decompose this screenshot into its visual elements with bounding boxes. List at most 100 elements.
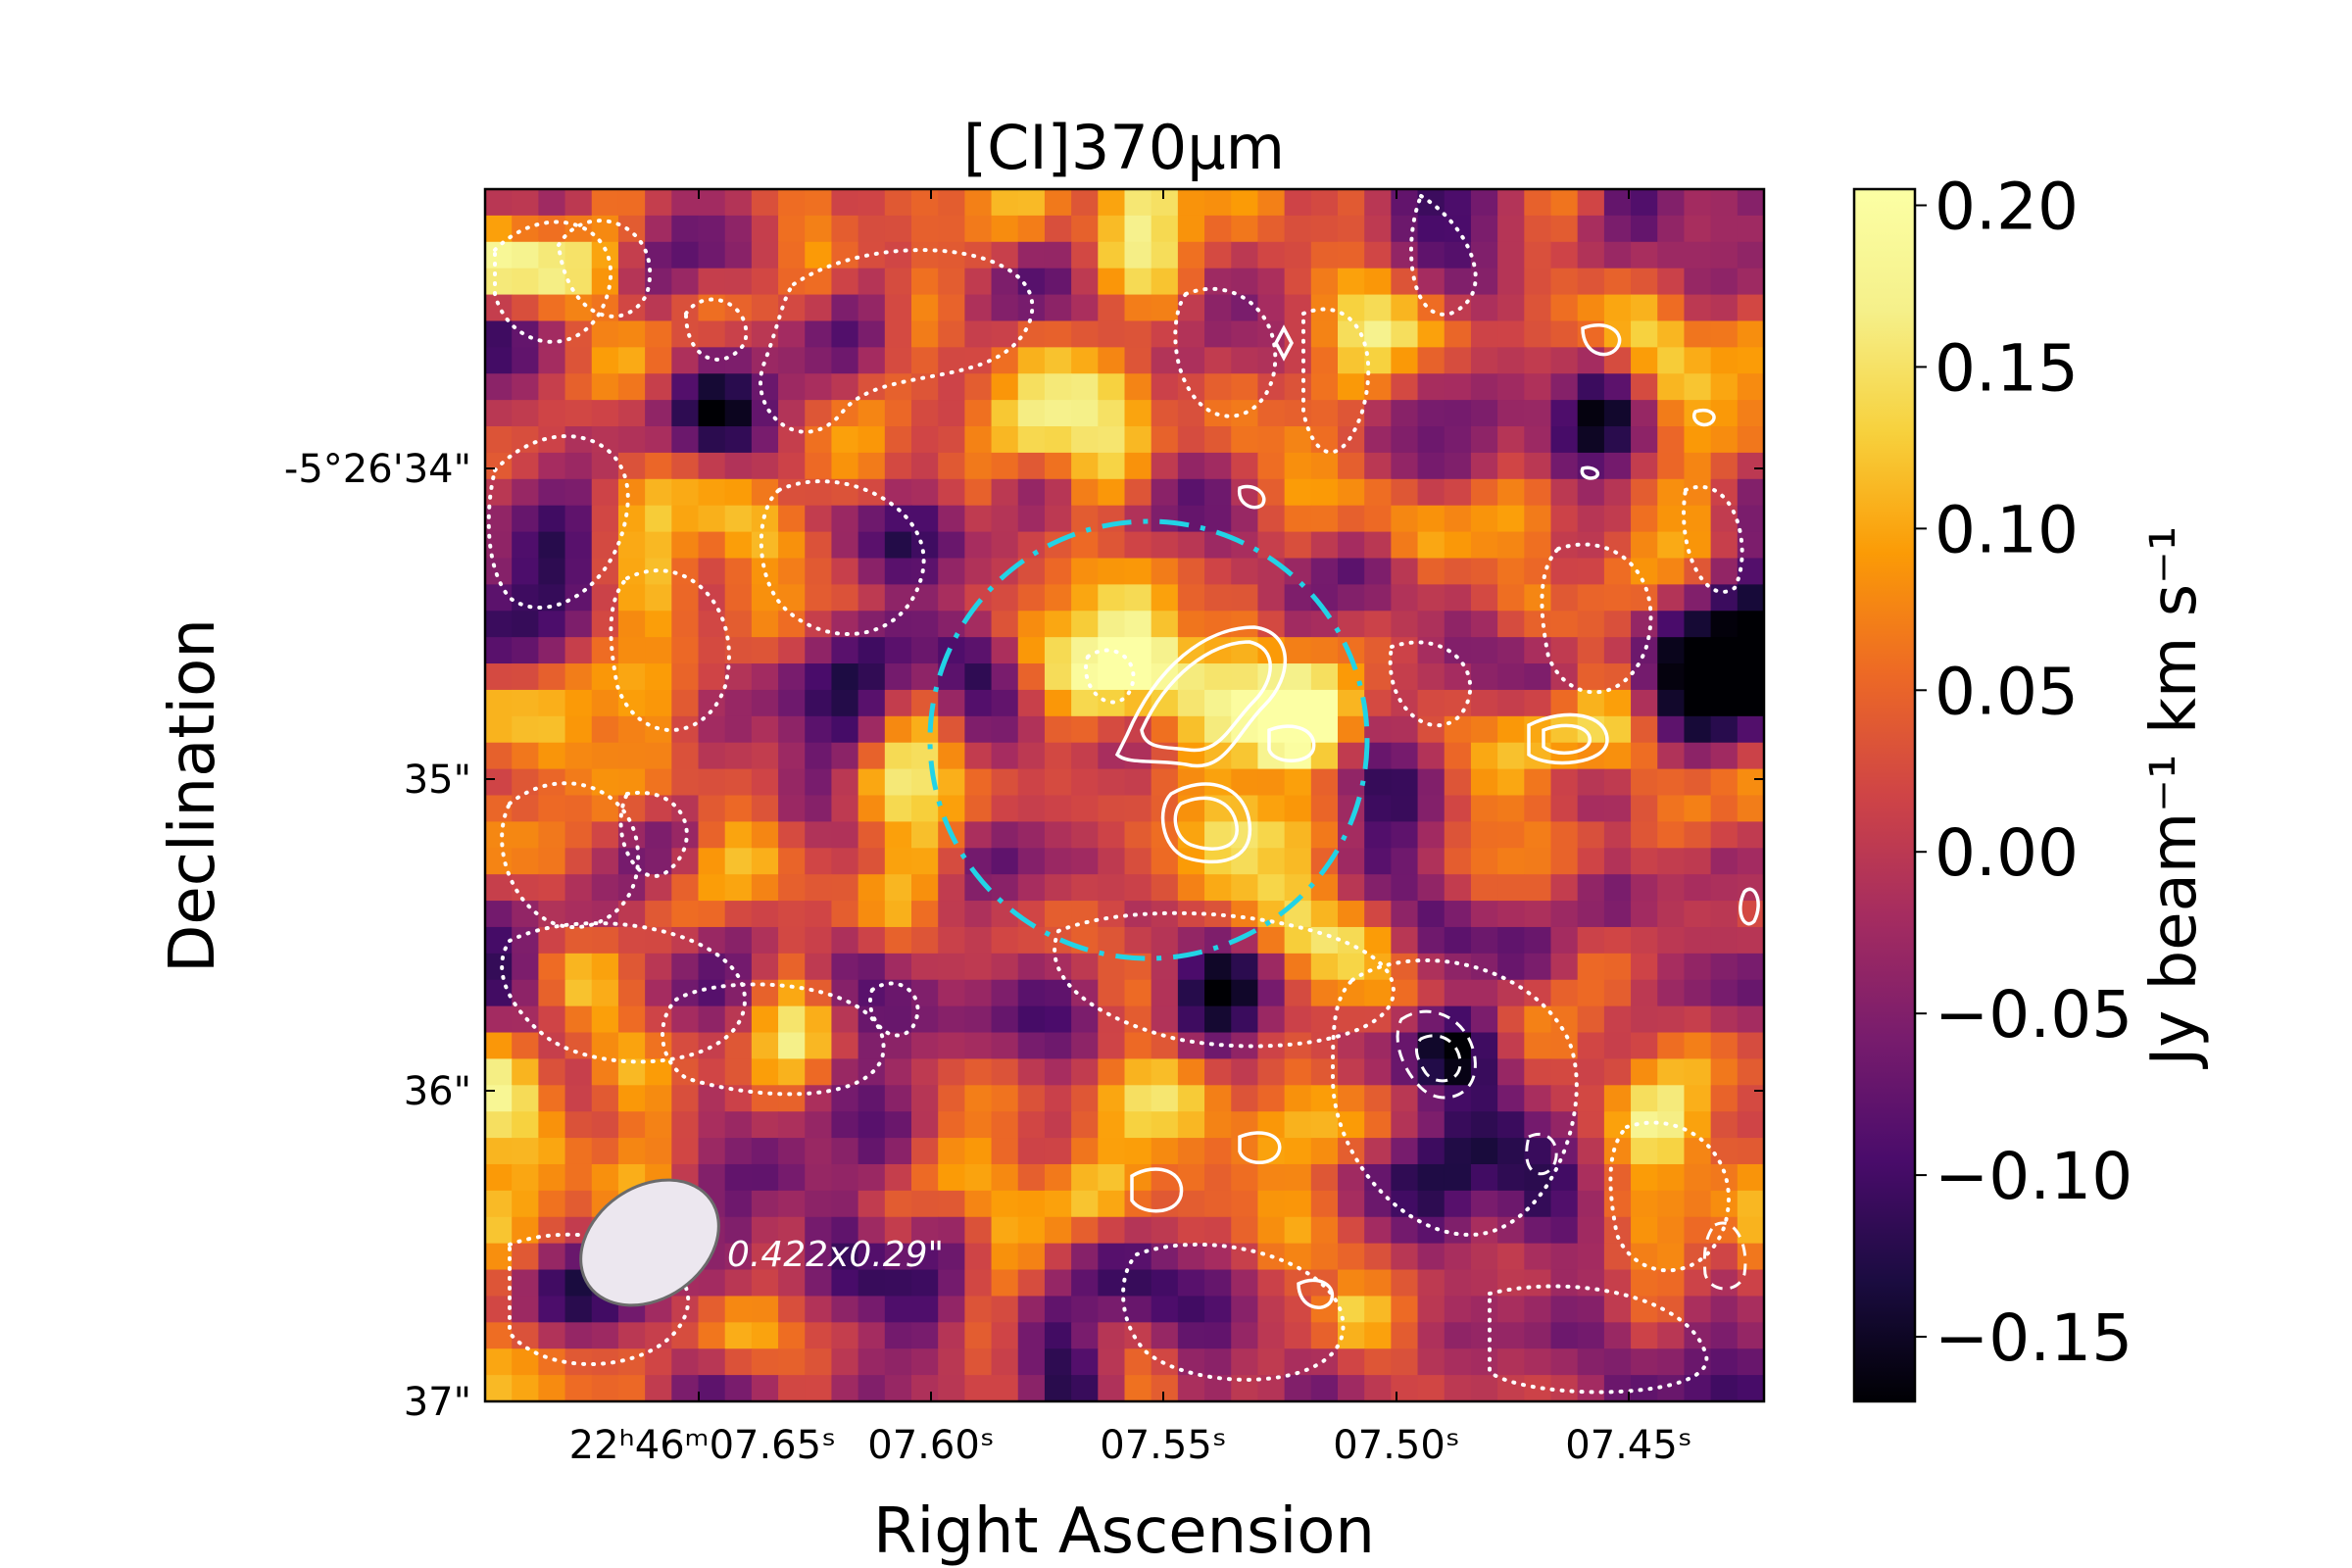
heatmap-cell [1151, 1375, 1179, 1401]
heatmap-cell [1577, 768, 1605, 797]
heatmap-cell [858, 478, 886, 507]
heatmap-cell [1124, 294, 1152, 322]
heatmap-cell [1710, 1190, 1739, 1218]
heatmap-cell [1391, 478, 1419, 507]
heatmap-cell [591, 400, 619, 427]
heatmap-cell [1710, 215, 1739, 243]
heatmap-cell [564, 452, 593, 480]
heatmap-cell [1151, 584, 1179, 612]
heatmap-cell [1444, 1138, 1472, 1165]
heatmap-cell [645, 1375, 672, 1401]
x-tick-label: 22ʰ46ᵐ07.65ˢ [569, 1423, 836, 1468]
heatmap-cell [1710, 1163, 1739, 1192]
heatmap-cell [1470, 848, 1498, 875]
heatmap-cell [724, 1163, 753, 1192]
heatmap-cell [1684, 848, 1712, 875]
heatmap-cell [1737, 1375, 1764, 1401]
heatmap-cell [751, 1269, 779, 1298]
heatmap-cell [884, 478, 912, 507]
heatmap-cell [1257, 1190, 1286, 1218]
heatmap-cell [671, 795, 700, 822]
heatmap-cell [805, 1375, 833, 1401]
heatmap-cell [1391, 347, 1419, 374]
heatmap-cell [1737, 1085, 1764, 1112]
heatmap-cell [538, 795, 566, 822]
heatmap-cell [751, 901, 779, 928]
dotted-contour [1330, 958, 1579, 1238]
heatmap-cell [1151, 979, 1179, 1007]
heatmap-cell [1231, 584, 1259, 612]
heatmap-cell [1631, 848, 1658, 875]
heatmap-cell [512, 426, 539, 454]
heatmap-cell [1177, 584, 1205, 612]
heatmap-cell [778, 821, 806, 849]
heatmap-cell [1124, 347, 1152, 374]
heatmap-cell [564, 768, 593, 797]
heatmap-cell [1071, 1269, 1099, 1298]
heatmap-cell [1603, 426, 1632, 454]
heatmap-cell [1657, 531, 1686, 560]
dotted-contour [759, 248, 1034, 434]
heatmap-cell [778, 1322, 806, 1349]
heatmap-cell [724, 979, 753, 1007]
heatmap-cell [751, 742, 779, 770]
heatmap-cell [991, 426, 1019, 454]
heatmap-cell [858, 1243, 886, 1271]
heatmap-cell [1603, 874, 1632, 902]
heatmap-cell [1310, 505, 1339, 533]
heatmap-cell [698, 821, 726, 849]
heatmap-cell [805, 1111, 833, 1139]
heatmap-cell [1310, 901, 1339, 928]
heatmap-cell [1470, 426, 1498, 454]
heatmap-cell [645, 452, 672, 480]
heatmap-cell [1657, 1348, 1686, 1376]
heatmap-cell [1124, 1190, 1152, 1218]
heatmap-cell [858, 452, 886, 480]
heatmap-cell [751, 768, 779, 797]
heatmap-cell [724, 426, 753, 454]
heatmap-cell [591, 689, 619, 717]
heatmap-cell [1444, 901, 1472, 928]
heatmap-cell [1737, 1163, 1764, 1192]
heatmap-cell [1124, 1005, 1152, 1034]
heatmap-cell [617, 584, 646, 612]
heatmap-cell [1098, 505, 1126, 533]
heatmap-cell [512, 742, 539, 770]
heatmap-cell [1364, 1269, 1392, 1298]
heatmap-cell [805, 768, 833, 797]
heatmap-cell [512, 953, 539, 981]
heatmap-cell [1550, 848, 1579, 875]
colorbar-tick-label: −0.15 [1935, 1300, 2132, 1376]
heatmap-cell [1364, 347, 1392, 374]
heatmap-cell [964, 637, 993, 664]
heatmap-cell [1124, 1243, 1152, 1271]
heatmap-cell [1257, 926, 1286, 955]
heatmap-cell [617, 1138, 646, 1165]
heatmap-cell [645, 611, 672, 638]
heatmap-cell [805, 189, 833, 217]
heatmap-cell [751, 400, 779, 427]
heatmap-cell [538, 505, 566, 533]
heatmap-cell [858, 1375, 886, 1401]
heatmap-cell [724, 1005, 753, 1034]
heatmap-cell [1497, 584, 1525, 612]
positive-contour [1173, 796, 1239, 851]
heatmap-cell [1338, 1058, 1365, 1086]
heatmap-cell [1044, 268, 1072, 296]
heatmap-cell [617, 1005, 646, 1034]
heatmap-cell [591, 742, 619, 770]
heatmap-cell [1310, 1138, 1339, 1165]
heatmap-cell [512, 1058, 539, 1086]
heatmap-cell [1204, 953, 1232, 981]
heatmap-cell [1524, 1085, 1552, 1112]
heatmap-cell [938, 1163, 965, 1192]
heatmap-cell [1231, 1163, 1259, 1192]
heatmap-cell [538, 1190, 566, 1218]
heatmap-cell [1204, 901, 1232, 928]
heatmap-cell [1071, 426, 1099, 454]
heatmap-cell [1603, 1085, 1632, 1112]
heatmap-cell [724, 715, 753, 744]
heatmap-cell [1017, 715, 1046, 744]
heatmap-cell [1284, 584, 1312, 612]
heatmap-cell [1684, 768, 1712, 797]
